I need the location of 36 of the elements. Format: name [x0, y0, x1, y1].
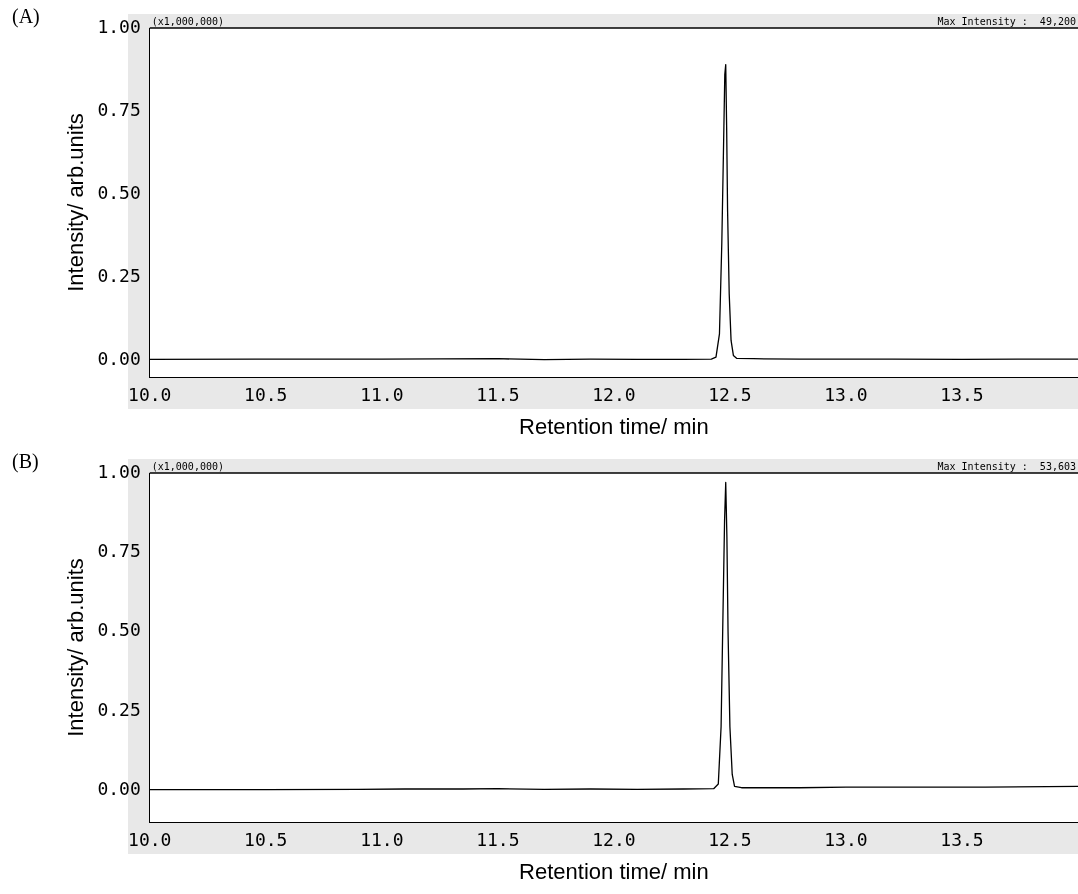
- y-tick-label: 0.50: [97, 181, 141, 203]
- text: (x1,000,000): [151, 15, 224, 27]
- y-tick-label: 0.25: [97, 264, 141, 286]
- x-tick-label: 13.0: [824, 384, 868, 406]
- x-tick-label: 11.0: [360, 829, 404, 851]
- x-tick-label: 13.5: [940, 829, 984, 851]
- y-tick-label: 1.00: [97, 15, 141, 37]
- x-tick-label: 13.0: [824, 829, 868, 851]
- y-axis-title: Intensity/ arb.units: [63, 558, 89, 737]
- x-tick-label: 11.5: [476, 829, 520, 851]
- x-tick-label: 12.5: [708, 384, 752, 406]
- x-tick-label: 10.5: [244, 829, 288, 851]
- text: (x1,000,000): [151, 460, 224, 472]
- x-axis-title: Retention time/ min: [519, 413, 709, 439]
- x-tick-label: 12.0: [592, 829, 636, 851]
- text: Max Intensity : 53,603: [937, 460, 1076, 472]
- x-tick-label: 13.5: [940, 384, 984, 406]
- x-tick-label: 11.0: [360, 384, 404, 406]
- x-tick-label: 10.0: [128, 829, 172, 851]
- x-tick-label: 12.5: [708, 829, 752, 851]
- y-tick-label: 0.75: [97, 98, 141, 120]
- y-tick-label: 1.00: [97, 460, 141, 482]
- y-tick-label: 0.50: [97, 619, 141, 641]
- x-tick-label: 10.0: [128, 384, 172, 406]
- y-tick-label: 0.75: [97, 539, 141, 561]
- chart-title: (A): [12, 5, 40, 29]
- x-tick-label: 12.0: [592, 384, 636, 406]
- x-axis-title: Retention time/ min: [519, 858, 709, 884]
- chart-title: (B): [12, 450, 39, 474]
- x-tick-label: 10.5: [244, 384, 288, 406]
- y-axis-title: Intensity/ arb.units: [63, 113, 89, 292]
- y-tick-label: 0.00: [97, 348, 141, 370]
- x-tick-label: 11.5: [476, 384, 520, 406]
- y-tick-label: 0.25: [97, 698, 141, 720]
- text: Max Intensity : 49,200: [937, 15, 1076, 27]
- y-tick-label: 0.00: [97, 777, 141, 799]
